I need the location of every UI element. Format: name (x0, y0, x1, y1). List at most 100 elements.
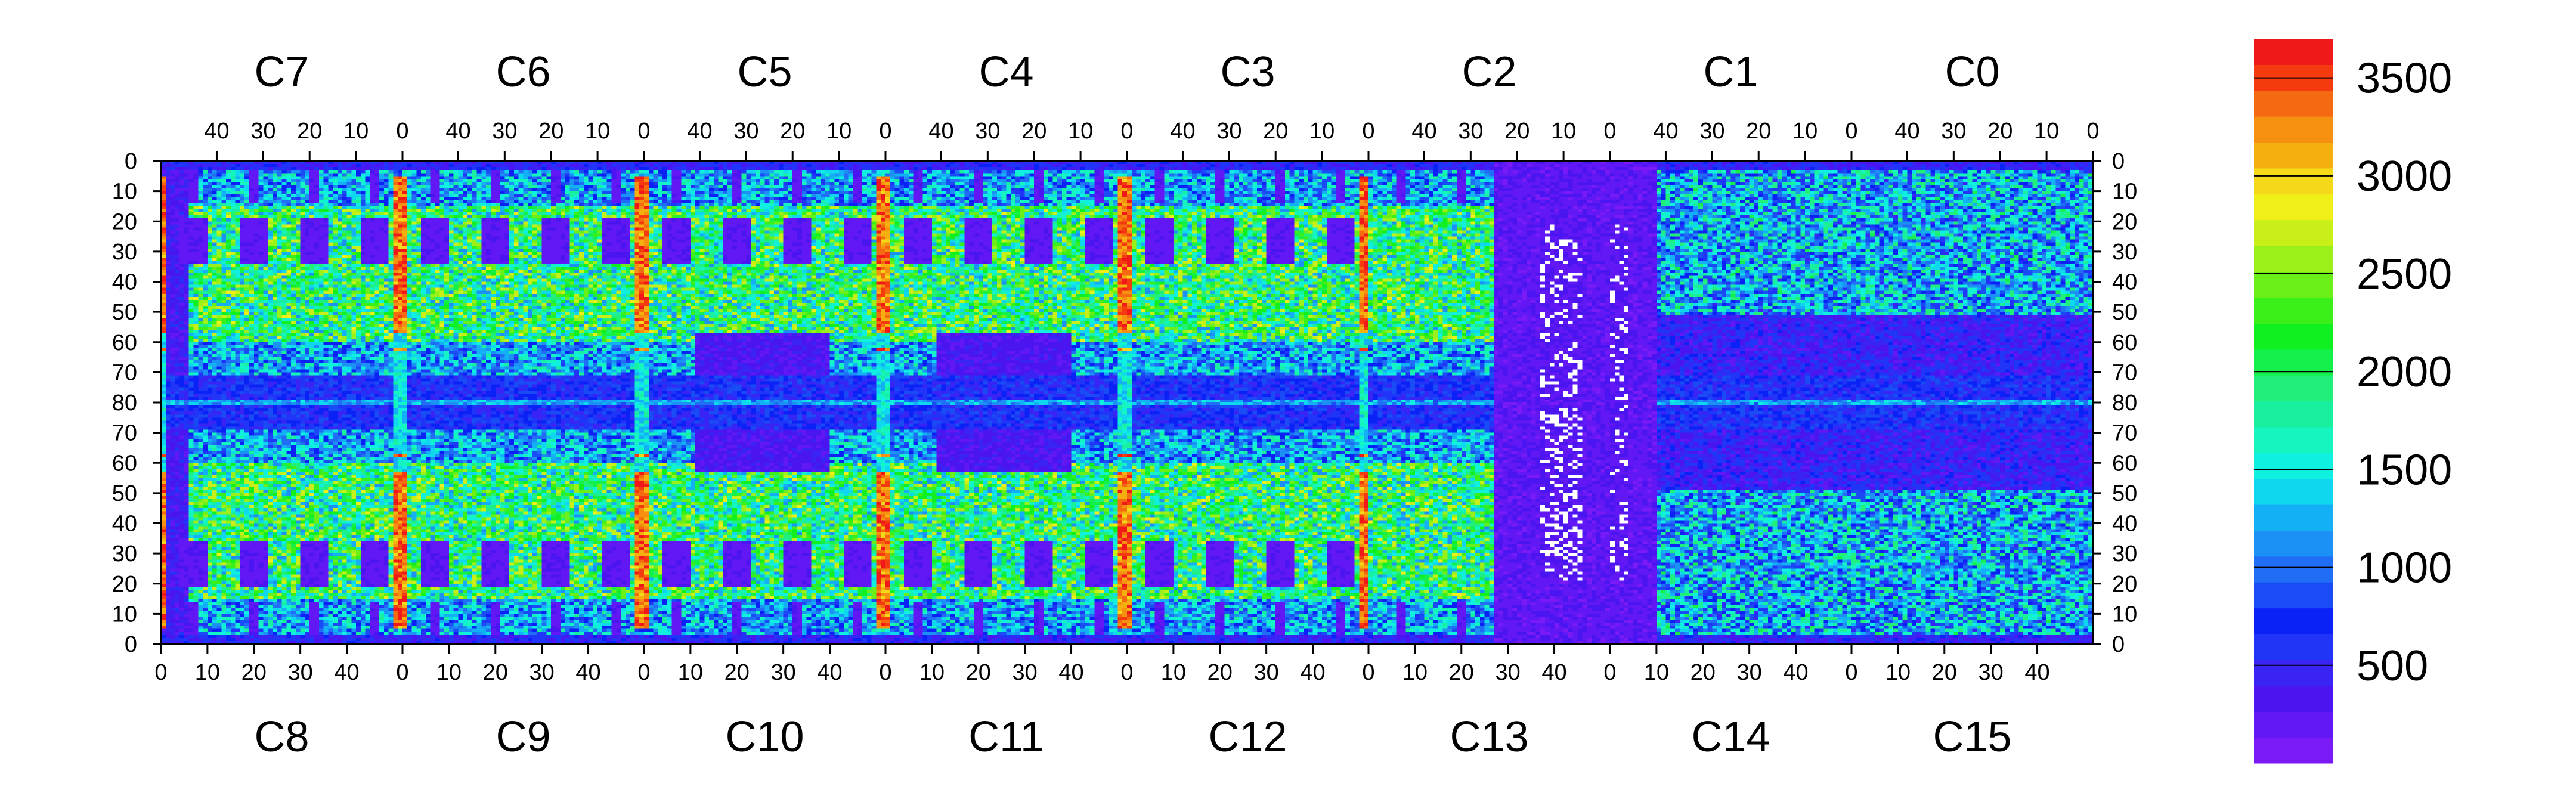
colorbar-segment (2254, 478, 2333, 505)
bottom-chip-label: C15 (1933, 713, 2011, 761)
bottom-x-tick-label: 0 (1362, 660, 1374, 685)
bottom-x-tick-label: 40 (1058, 660, 1083, 685)
colorbar-tick-label: 500 (2357, 642, 2428, 690)
top-x-tick-label: 40 (928, 119, 953, 144)
top-x-tick-label: 10 (1551, 119, 1576, 144)
bottom-x-tick-label: 40 (2024, 660, 2049, 685)
y-tick-label: 70 (112, 360, 137, 385)
bottom-x-tick-label: 10 (1402, 660, 1428, 685)
colorbar-segment (2254, 323, 2333, 350)
heatmap-cells (161, 161, 2093, 644)
colorbar-segment (2254, 219, 2333, 246)
top-x-tick-label: 30 (975, 119, 1000, 144)
bottom-chip-label: C10 (725, 713, 804, 761)
y-tick-label: 50 (2112, 481, 2137, 506)
colorbar-segment (2254, 142, 2333, 169)
bottom-x-tick-label: 10 (195, 660, 220, 685)
colorbar-segment (2254, 504, 2333, 531)
bottom-x-tick-label: 40 (575, 660, 600, 685)
colorbar-segment (2254, 39, 2333, 65)
top-chip-label: C6 (496, 48, 550, 96)
top-x-tick-label: 0 (1845, 119, 1857, 144)
top-x-tick-label: 0 (1603, 119, 1616, 144)
y-tick-label: 70 (2112, 421, 2137, 446)
top-x-tick-label: 10 (343, 119, 369, 144)
top-x-tick-label: 10 (1068, 119, 1093, 144)
top-x-tick-label: 30 (1699, 119, 1724, 144)
colorbar: 500 1000 1500 2000 2500 3000 3500 (2254, 39, 2452, 764)
colorbar-segment (2254, 116, 2333, 143)
top-x-tick-label: 20 (1021, 119, 1046, 144)
y-tick-label: 20 (112, 572, 137, 597)
y-tick-label: 0 (125, 632, 137, 657)
top-x-tick-label: 40 (445, 119, 470, 144)
colorbar-segment (2254, 608, 2333, 634)
bottom-x-tick-label: 0 (396, 660, 408, 685)
y-tick-label: 20 (112, 209, 137, 234)
y-tick-label: 10 (112, 179, 137, 205)
y-tick-label: 60 (112, 330, 137, 355)
colorbar-segment (2254, 582, 2333, 609)
colorbar-segment (2254, 685, 2333, 712)
top-chip-label: C5 (737, 48, 792, 96)
colorbar-segment (2254, 194, 2333, 221)
top-x-tick-label: 10 (585, 119, 610, 144)
top-x-tick-label: 20 (297, 119, 322, 144)
bottom-x-tick-label: 40 (1300, 660, 1325, 685)
y-tick-label: 0 (2112, 149, 2125, 174)
top-x-tick-label: 30 (733, 119, 758, 144)
top-x-tick-label: 20 (1746, 119, 1771, 144)
y-tick-label: 10 (112, 602, 137, 627)
y-tick-label: 10 (2112, 602, 2137, 627)
bottom-x-tick-label: 30 (1013, 660, 1038, 685)
bottom-x-tick-label: 20 (1690, 660, 1716, 685)
top-x-tick-label: 20 (1987, 119, 2012, 144)
colorbar-tick-label: 2500 (2357, 250, 2452, 298)
bottom-x-tick-label: 20 (483, 660, 508, 685)
colorbar-segment (2254, 453, 2333, 479)
bottom-x-tick-label: 20 (1932, 660, 1957, 685)
y-tick-label: 20 (2112, 572, 2137, 597)
bottom-x-tick-label: 0 (879, 660, 891, 685)
top-chip-label: C7 (254, 48, 309, 96)
top-x-tick-label: 10 (1309, 119, 1335, 144)
bottom-x-tick-label: 20 (1449, 660, 1474, 685)
top-x-tick-label: 0 (396, 119, 408, 144)
y-tick-label: 50 (2112, 300, 2137, 325)
y-tick-label: 30 (2112, 541, 2137, 566)
top-x-tick-label: 20 (1263, 119, 1288, 144)
y-tick-label: 30 (2112, 240, 2137, 265)
top-x-tick-label: 40 (1170, 119, 1195, 144)
colorbar-segment (2254, 530, 2333, 557)
bottom-chip-label: C13 (1450, 713, 1528, 761)
top-x-tick-label: 40 (204, 119, 229, 144)
bottom-x-tick-label: 30 (1979, 660, 2004, 685)
colorbar-segment (2254, 556, 2333, 583)
colorbar-segment (2254, 660, 2333, 686)
bottom-x-tick-label: 30 (1254, 660, 1279, 685)
top-chip-label: C3 (1220, 48, 1275, 96)
top-x-tick-label: 30 (1941, 119, 1966, 144)
bottom-chip-label: C12 (1208, 713, 1287, 761)
y-tick-label: 50 (112, 481, 137, 506)
bottom-chip-label: C11 (968, 713, 1044, 761)
axis-labels: C7 C6 C5 C4 C3 C2 C1 C0 C8 C9 C10 C11 C12 C13 C14 C15 40… (112, 48, 2138, 761)
bottom-chip-label: C9 (496, 713, 550, 761)
top-chip-label: C2 (1462, 48, 1516, 96)
top-chip-label: C0 (1945, 48, 1999, 96)
bottom-x-tick-label: 30 (1737, 660, 1762, 685)
bottom-x-tick-label: 10 (919, 660, 945, 685)
bottom-x-tick-label: 30 (288, 660, 313, 685)
bottom-x-tick-label: 40 (1783, 660, 1808, 685)
y-tick-label: 10 (2112, 179, 2137, 205)
top-x-tick-label: 40 (1411, 119, 1436, 144)
top-x-tick-label: 10 (1792, 119, 1818, 144)
bottom-chip-label: C8 (254, 713, 309, 761)
top-x-tick-label: 20 (538, 119, 564, 144)
y-tick-label: 60 (112, 451, 137, 476)
colorbar-segment (2254, 634, 2333, 660)
top-x-tick-label: 40 (687, 119, 712, 144)
y-tick-label: 70 (112, 421, 137, 446)
top-x-tick-label: 30 (1458, 119, 1483, 144)
bottom-x-tick-label: 0 (1603, 660, 1616, 685)
